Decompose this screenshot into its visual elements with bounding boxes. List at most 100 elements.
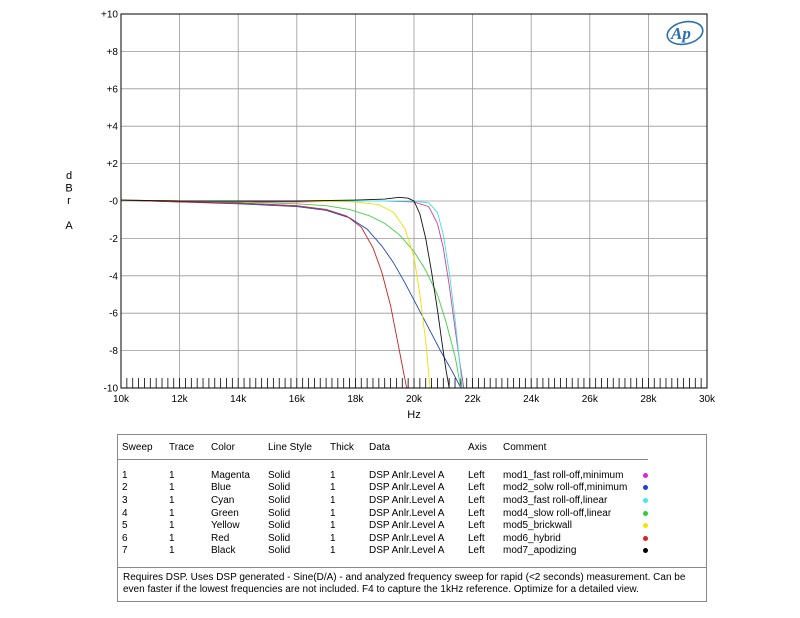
- legend-cell-axis: Left: [468, 520, 485, 532]
- y-tick-label: +4: [107, 122, 119, 133]
- legend-cell-axis: Left: [468, 494, 485, 506]
- legend-row: 1 1 Magenta Solid 1 DSP Anlr.Level A Left mod1_…: [118, 460, 648, 482]
- series-line-mod2-solw-roll-off-minimum: [120, 199, 462, 389]
- x-tick-label: 22k: [465, 394, 482, 405]
- x-tick-label: 18k: [347, 394, 364, 405]
- legend-cell-color: Blue: [211, 482, 232, 494]
- legend-cell-dot: [643, 545, 648, 558]
- x-tick-label: 30k: [699, 394, 716, 405]
- legend-cell-comment: mod3_fast roll-off,linear: [503, 494, 608, 506]
- series-line-mod7-apodizing: [120, 196, 450, 389]
- series-line-mod6-hybrid: [120, 199, 408, 389]
- legend-cell-trace: 1: [169, 545, 175, 557]
- legend-row: 2 1 Blue Solid 1 DSP Anlr.Level A Left mod2_sol…: [118, 482, 648, 495]
- header-axis: Axis: [468, 435, 503, 460]
- legend-cell-trace: 1: [169, 507, 175, 519]
- legend-cell-trace: 1: [169, 494, 175, 506]
- legend-rows: 1 1 Magenta Solid 1 DSP Anlr.Level A Left mod1_…: [118, 460, 648, 558]
- legend-cell-color: Red: [211, 532, 230, 544]
- x-tick-label: 12k: [172, 394, 189, 405]
- legend-cell-sweep: 4: [122, 507, 128, 519]
- legend-color-dot: [643, 485, 648, 491]
- legend-cell-line-style: Solid: [268, 469, 291, 481]
- legend-cell-sweep: 1: [122, 469, 128, 481]
- x-tick-label: 14k: [230, 394, 247, 405]
- header-line-style: Line Style: [268, 435, 330, 460]
- y-tick-label: +10: [101, 10, 118, 21]
- legend-color-dot: [643, 510, 648, 516]
- legend-cell-sweep: 2: [122, 482, 128, 494]
- series-line-mod4-slow-roll-off-linear: [120, 199, 462, 389]
- legend-cell-thick: 1: [330, 532, 336, 544]
- legend-cell-line-style: Solid: [268, 507, 291, 519]
- legend-cell-axis: Left: [468, 469, 485, 481]
- header-data: Data: [369, 435, 468, 460]
- legend-cell-data: DSP Anlr.Level A: [369, 520, 445, 532]
- legend-cell-axis: Left: [468, 545, 485, 557]
- y-axis-title-char: A: [65, 220, 73, 232]
- legend-cell-data: DSP Anlr.Level A: [369, 469, 445, 481]
- legend-row: 6 1 Red Solid 1 DSP Anlr.Level A Left mod6_hybr…: [118, 532, 648, 545]
- legend-cell-dot: [643, 532, 648, 545]
- x-tick-label: 20k: [406, 394, 423, 405]
- x-tick-label: 24k: [523, 394, 540, 405]
- legend-cell-data: DSP Anlr.Level A: [369, 532, 445, 544]
- legend-row: 5 1 Yellow Solid 1 DSP Anlr.Level A Left mod5_b…: [118, 519, 648, 532]
- legend-cell-dot: [643, 519, 648, 532]
- x-tick-label: 26k: [582, 394, 599, 405]
- legend-cell-thick: 1: [330, 545, 336, 557]
- y-tick-label: +8: [107, 47, 119, 58]
- y-tick-label: +6: [107, 84, 119, 95]
- y-tick-label: -4: [109, 271, 118, 282]
- header-color: Color: [211, 435, 268, 460]
- legend-cell-axis: Left: [468, 532, 485, 544]
- legend-cell-dot: [643, 460, 648, 482]
- legend-cell-comment: mod5_brickwall: [503, 520, 572, 532]
- legend-cell-color: Magenta: [211, 469, 250, 481]
- legend-cell-line-style: Solid: [268, 545, 291, 557]
- legend-cell-thick: 1: [330, 520, 336, 532]
- legend-cell-trace: 1: [169, 469, 175, 481]
- legend-cell-thick: 1: [330, 507, 336, 519]
- y-tick-label: +2: [107, 159, 119, 170]
- legend-cell-comment: mod7_apodizing: [503, 545, 577, 557]
- legend-cell-axis: Left: [468, 482, 485, 494]
- legend-cell-trace: 1: [169, 532, 175, 544]
- legend-row: 7 1 Black Solid 1 DSP Anlr.Level A Left mod7_ap…: [118, 545, 648, 558]
- legend-row: 3 1 Cyan Solid 1 DSP Anlr.Level A Left mod3_fas…: [118, 494, 648, 507]
- legend-color-dot: [643, 548, 648, 554]
- y-axis-title-char: d: [66, 170, 72, 182]
- y-tick-label: -2: [109, 234, 118, 245]
- legend-cell-sweep: 5: [122, 520, 128, 532]
- logo-text: Ap: [670, 24, 691, 43]
- legend-cell-line-style: Solid: [268, 482, 291, 494]
- legend-cell-data: DSP Anlr.Level A: [369, 545, 445, 557]
- legend-cell-data: DSP Anlr.Level A: [369, 482, 445, 494]
- legend-cell-thick: 1: [330, 494, 336, 506]
- legend-cell-trace: 1: [169, 482, 175, 494]
- legend-cell-thick: 1: [330, 482, 336, 494]
- legend-cell-sweep: 7: [122, 545, 128, 557]
- legend-note: Requires DSP. Uses DSP generated - Sine(…: [123, 572, 686, 595]
- legend-color-dot: [643, 523, 648, 529]
- x-tick-label: 10k: [113, 394, 130, 405]
- legend-cell-dot: [643, 507, 648, 520]
- legend-cell-comment: mod6_hybrid: [503, 532, 561, 544]
- header-trace: Trace: [169, 435, 211, 460]
- header-dot: [643, 435, 648, 460]
- header-comment: Comment: [503, 435, 643, 460]
- legend-cell-dot: [643, 482, 648, 495]
- y-tick-label: -10: [104, 384, 119, 395]
- y-tick-label: -6: [109, 309, 118, 320]
- legend-color-dot: [643, 535, 648, 541]
- legend-cell-trace: 1: [169, 520, 175, 532]
- x-axis-title: Hz: [407, 409, 420, 421]
- legend-cell-line-style: Solid: [268, 494, 291, 506]
- legend-panel: Sweep Trace Color Line Style Thick Data …: [117, 434, 707, 602]
- y-axis-title-char: B: [65, 183, 72, 195]
- legend-cell-color: Yellow: [211, 520, 240, 532]
- legend-cell-color: Black: [211, 545, 236, 557]
- y-tick-label: -0: [109, 197, 118, 208]
- legend-cell-data: DSP Anlr.Level A: [369, 507, 445, 519]
- legend-cell-color: Green: [211, 507, 239, 519]
